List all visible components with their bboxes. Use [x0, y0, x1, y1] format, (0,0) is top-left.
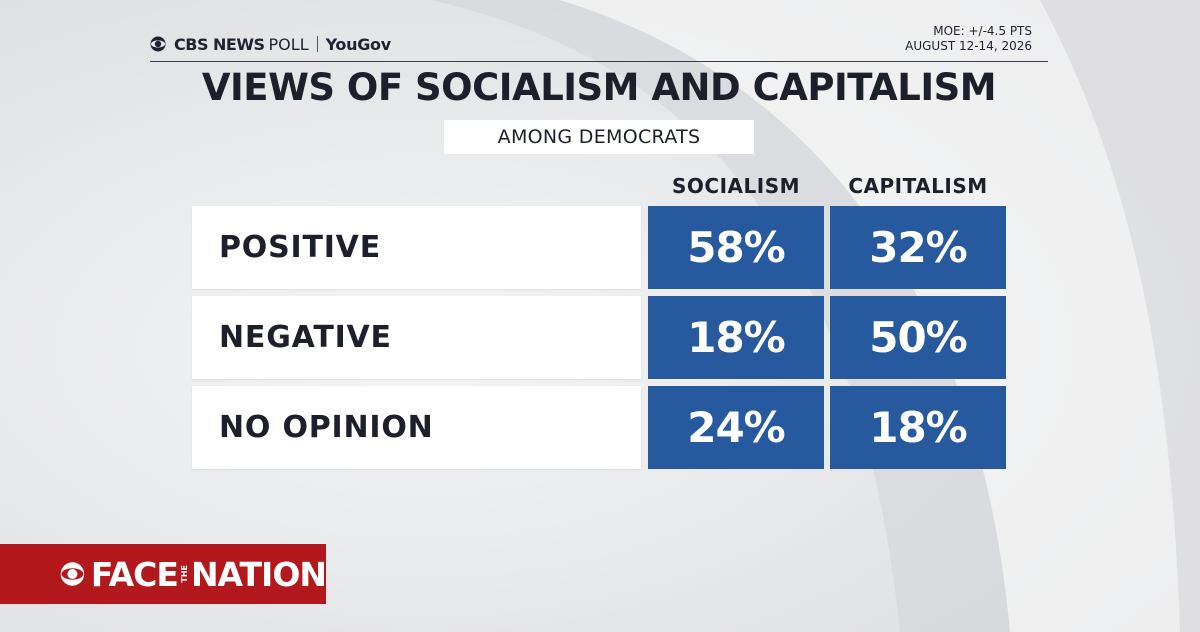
- cell-positive-socialism: 58%: [648, 206, 824, 289]
- chart-subtitle: AMONG DEMOCRATS: [444, 120, 754, 154]
- row-label-no-opinion: NO OPINION: [192, 386, 641, 469]
- header-rule: [150, 61, 1048, 62]
- poll-branding: CBS NEWS POLL YouGov: [150, 33, 391, 55]
- cbs-eye-icon: [60, 562, 85, 586]
- cbs-eye-icon: [150, 36, 166, 52]
- cell-negative-socialism: 18%: [648, 296, 824, 379]
- cell-positive-capitalism: 32%: [830, 206, 1006, 289]
- cell-negative-capitalism: 50%: [830, 296, 1006, 379]
- brand-divider: [316, 36, 318, 52]
- brand-partner: YouGov: [325, 34, 392, 54]
- margin-of-error: MOE: +/-4.5 PTS: [933, 24, 1032, 38]
- brand-poll: POLL: [268, 34, 309, 54]
- column-header-socialism: SOCIALISM: [672, 174, 800, 198]
- poll-dates: AUGUST 12-14, 2026: [905, 39, 1032, 53]
- brand-cbs-news: CBS NEWS: [174, 34, 265, 54]
- cell-no-opinion-capitalism: 18%: [830, 386, 1006, 469]
- cell-no-opinion-socialism: 24%: [648, 386, 824, 469]
- show-logo-nation: NATION: [190, 554, 327, 594]
- column-header-capitalism: CAPITALISM: [848, 174, 988, 198]
- chart-title: VIEWS OF SOCIALISM AND CAPITALISM: [201, 66, 997, 109]
- poll-meta: MOE: +/-4.5 PTS AUGUST 12-14, 2026: [905, 24, 1032, 54]
- show-logo-face: FACE: [90, 554, 179, 594]
- row-label-positive: POSITIVE: [192, 206, 641, 289]
- show-logo-bar: FACE THE NATION: [0, 544, 327, 604]
- show-logo-the: THE: [179, 565, 189, 583]
- row-label-negative: NEGATIVE: [192, 296, 641, 379]
